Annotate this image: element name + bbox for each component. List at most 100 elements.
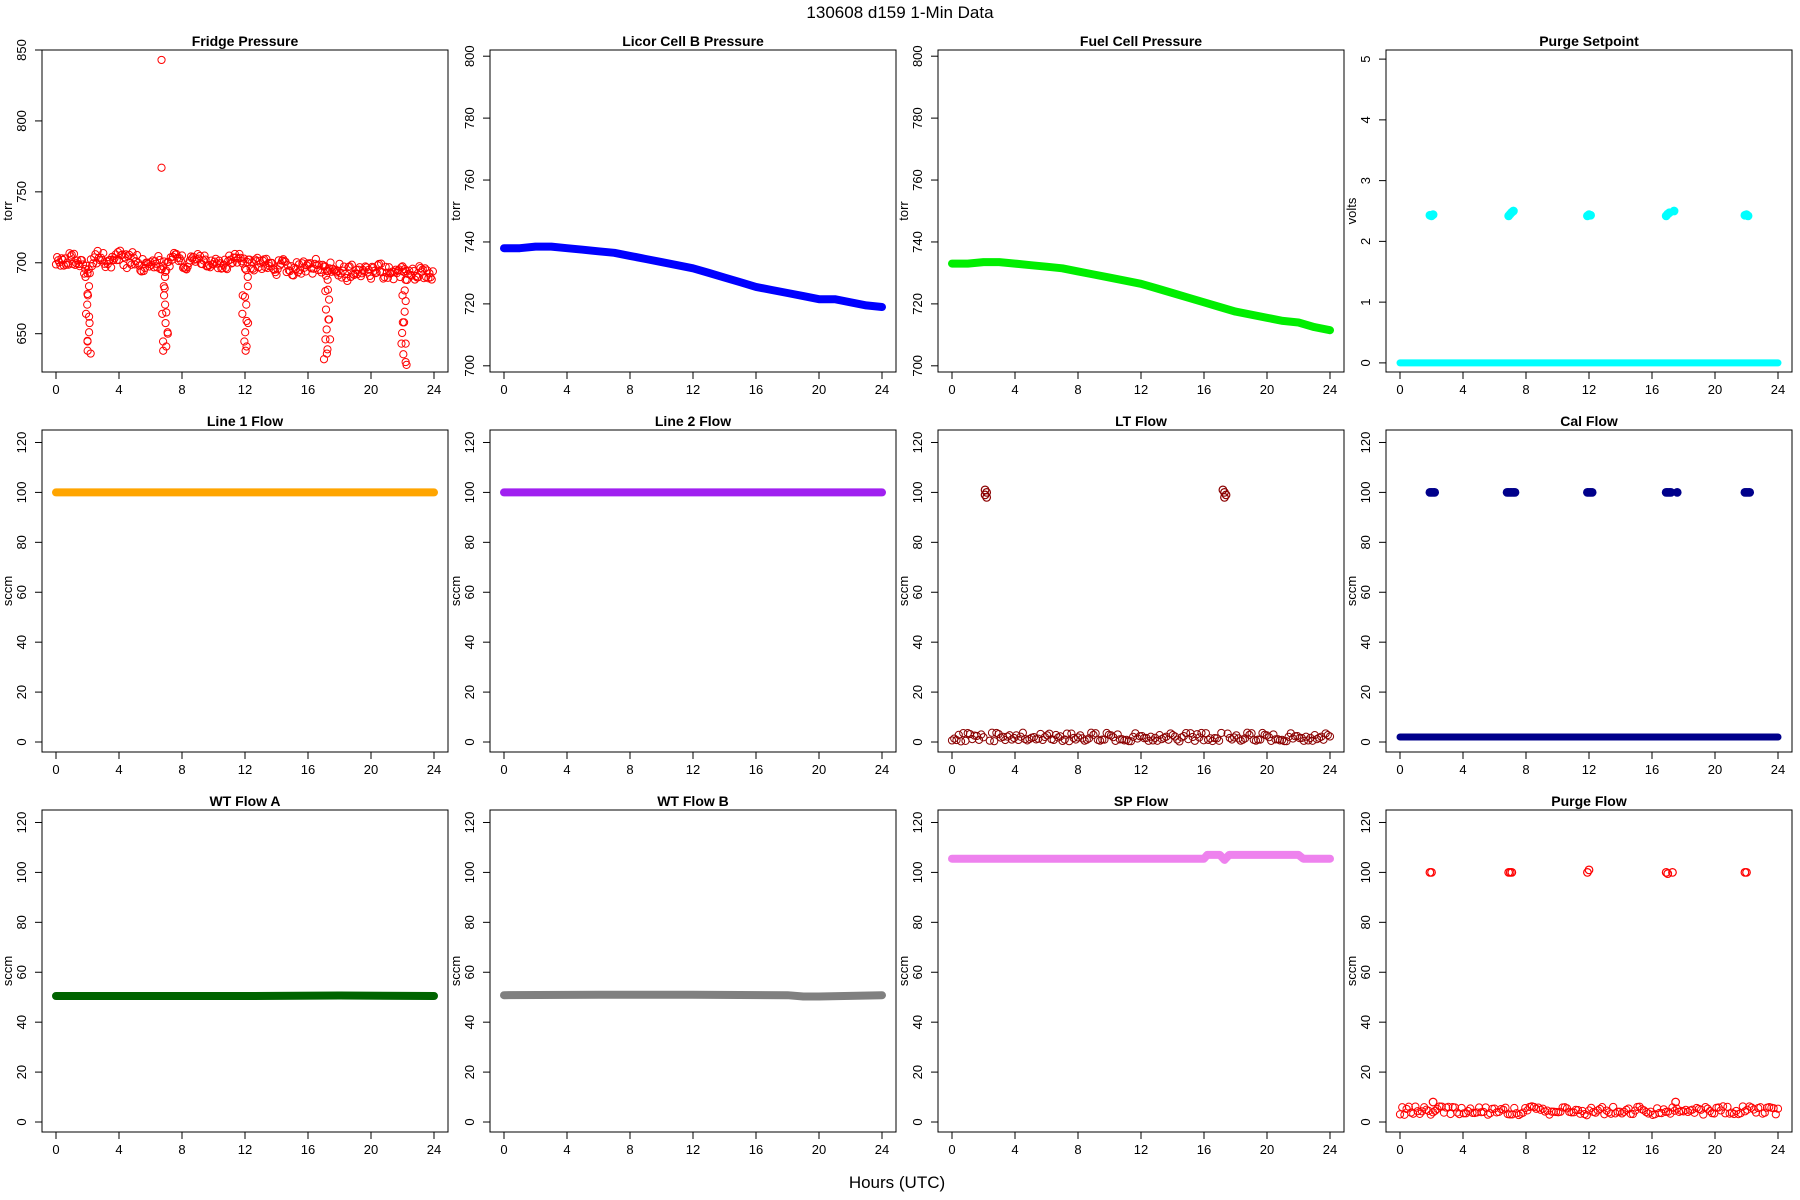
series-layer <box>948 850 1334 864</box>
x-tick-label: 24 <box>427 1142 441 1157</box>
data-point <box>1082 735 1091 744</box>
data-point <box>1058 736 1067 746</box>
data-point <box>357 269 367 278</box>
panel-line-2-flow: Line 2 Flow 0 4 8 12 16 20 24 0 20 40 60 80 100 120 scc… <box>448 413 897 777</box>
x-tick-label: 0 <box>52 382 59 397</box>
data-point <box>985 736 994 745</box>
data-point <box>368 262 377 271</box>
y-axis-label: sccm <box>448 956 463 986</box>
x-tick-label: 12 <box>238 1142 252 1157</box>
data-point <box>1446 1109 1455 1119</box>
data-point <box>1067 729 1076 738</box>
x-tick-label: 12 <box>1582 1142 1596 1157</box>
data-point <box>83 337 92 346</box>
panel-purge-flow: Purge Flow 0 4 8 12 16 20 24 0 20 40 60 80 100 120 sccm <box>1344 793 1793 1157</box>
data-point <box>1672 488 1682 497</box>
data-point <box>315 260 324 269</box>
data-point <box>1078 734 1087 743</box>
y-axis-label: sccm <box>0 576 15 606</box>
y-tick-label: 100 <box>1358 862 1373 884</box>
data-point <box>1415 1109 1424 1118</box>
data-point <box>401 275 410 284</box>
data-point <box>1760 1108 1769 1117</box>
panel-wt-flow-a: WT Flow A 0 4 8 12 16 20 24 0 20 40 60 80 100 120 sccm <box>0 793 449 1157</box>
data-point <box>1124 737 1133 746</box>
data-point <box>305 260 314 269</box>
data-point <box>236 253 245 262</box>
y-tick-label: 60 <box>462 585 477 599</box>
x-tick-label: 0 <box>500 762 507 777</box>
data-point <box>1444 1102 1453 1111</box>
y-tick-label: 80 <box>14 535 29 549</box>
data-point <box>132 250 142 260</box>
data-point <box>1583 868 1592 877</box>
data-point <box>1306 733 1315 743</box>
y-axis-label: sccm <box>896 956 911 986</box>
y-axis-label: sccm <box>1344 956 1359 986</box>
y-tick-label: 20 <box>14 1065 29 1079</box>
data-point <box>1427 868 1436 877</box>
data-point <box>1234 734 1243 743</box>
y-tick-label: 20 <box>462 1065 477 1079</box>
x-tick-label: 16 <box>1645 762 1659 777</box>
data-point <box>227 259 236 268</box>
data-point <box>1532 1104 1541 1113</box>
data-point <box>155 255 164 265</box>
x-tick-label: 24 <box>1323 1142 1337 1157</box>
data-point <box>1005 731 1014 740</box>
y-tick-label: 20 <box>910 685 925 699</box>
data-point <box>112 256 121 265</box>
x-tick-label: 20 <box>1708 1142 1722 1157</box>
data-point <box>1771 1110 1780 1119</box>
data-point <box>1223 729 1232 738</box>
data-point <box>136 266 145 275</box>
data-point <box>390 267 399 276</box>
data-point <box>157 55 166 65</box>
x-tick-label: 0 <box>500 382 507 397</box>
data-point <box>161 300 170 309</box>
data-point <box>1773 1104 1783 1113</box>
data-point <box>1062 729 1072 738</box>
data-point <box>83 346 92 355</box>
panel-licor-cell-b-pressure: Licor Cell B Pressure 0 4 8 12 16 20 24 700 720 74… <box>448 33 897 397</box>
data-point <box>399 350 408 359</box>
data-point <box>220 255 229 264</box>
data-point <box>243 272 252 282</box>
data-point <box>1683 1107 1692 1117</box>
data-point <box>1247 729 1256 738</box>
data-point <box>77 256 86 265</box>
data-point <box>1206 734 1215 743</box>
data-point <box>323 285 333 294</box>
data-point <box>1547 1107 1556 1116</box>
series-layer <box>947 485 1335 746</box>
y-tick-label: 20 <box>910 1065 925 1079</box>
data-point <box>1089 730 1098 739</box>
data-point <box>990 737 999 746</box>
panel-title: Line 2 Flow <box>655 413 731 429</box>
x-tick-label: 12 <box>1134 1142 1148 1157</box>
data-point <box>345 262 354 271</box>
y-axis-label: torr <box>896 201 911 221</box>
data-point <box>1483 1110 1493 1119</box>
y-tick-label: 3 <box>1358 177 1373 184</box>
data-point <box>161 318 170 328</box>
panel-title: SP Flow <box>1114 793 1168 809</box>
x-tick-label: 20 <box>1260 1142 1274 1157</box>
data-point <box>1556 1107 1565 1116</box>
x-tick-label: 0 <box>948 762 955 777</box>
data-point <box>1220 492 1229 502</box>
x-tick-label: 0 <box>1396 1142 1403 1157</box>
x-tick-label: 16 <box>749 382 763 397</box>
x-tick-label: 8 <box>626 762 633 777</box>
x-tick-label: 20 <box>812 382 826 397</box>
data-point <box>319 355 329 364</box>
data-point <box>1514 1110 1523 1120</box>
data-point <box>1411 1102 1420 1111</box>
data-point <box>1073 733 1083 742</box>
data-point <box>1668 868 1677 877</box>
data-point <box>249 266 259 275</box>
y-tick-label: 40 <box>14 1015 29 1029</box>
y-tick-label: 120 <box>910 812 925 834</box>
data-point <box>318 260 327 269</box>
